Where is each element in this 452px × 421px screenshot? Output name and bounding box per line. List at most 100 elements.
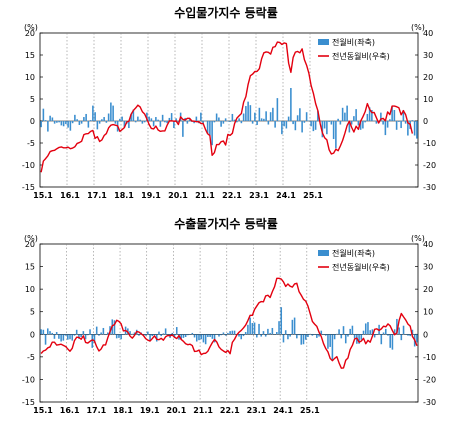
bar-monthly-change [114, 121, 117, 124]
x-tick-label: 23.1 [249, 191, 269, 200]
bar-monthly-change [362, 330, 365, 335]
bar-monthly-change [327, 334, 329, 349]
right-tick-label: 20 [423, 285, 433, 294]
bar-monthly-change [359, 121, 362, 130]
bar-monthly-change [65, 121, 67, 125]
chart-title: 수입물가지수 등락률 [174, 5, 278, 20]
bar-monthly-change [229, 331, 231, 335]
left-tick-label: -15 [22, 398, 35, 407]
bar-monthly-change [251, 121, 254, 124]
legend-bar-swatch [318, 39, 329, 45]
right-tick-label: -30 [423, 183, 436, 192]
left-axis-unit: (%) [24, 234, 38, 243]
bar-monthly-change [142, 334, 145, 335]
bar-monthly-change [69, 121, 72, 131]
bar-monthly-change [364, 121, 366, 123]
bar-monthly-change [291, 319, 294, 335]
bar-monthly-change [369, 330, 371, 335]
bar-monthly-change [144, 334, 147, 336]
bar-monthly-change [167, 334, 169, 335]
bar-monthly-change [158, 331, 160, 335]
bar-monthly-change [101, 119, 103, 121]
bar-monthly-change [247, 324, 249, 335]
bar-monthly-change [284, 330, 287, 335]
bar-monthly-change [60, 121, 63, 126]
bar-monthly-change [351, 325, 354, 335]
bar-monthly-change [308, 120, 310, 122]
x-tick-label: 24.1 [273, 406, 293, 415]
bar-monthly-change [187, 334, 189, 336]
bar-monthly-change [376, 334, 378, 335]
bar-monthly-change [290, 88, 292, 121]
bar-monthly-change [267, 121, 270, 125]
bar-monthly-change [75, 329, 78, 335]
bar-monthly-change [146, 112, 148, 121]
bar-monthly-change [53, 334, 56, 339]
bar-monthly-change [149, 334, 151, 341]
bar-monthly-change [347, 334, 349, 337]
bar-monthly-change [331, 334, 334, 361]
bar-monthly-change [341, 107, 344, 121]
bar-monthly-change [95, 326, 98, 335]
bar-monthly-change [328, 121, 330, 122]
bar-monthly-change [200, 334, 202, 340]
bar-monthly-change [402, 325, 405, 335]
bar-monthly-change [393, 110, 396, 121]
bar-monthly-change [378, 324, 380, 335]
x-tick-label: 24.1 [276, 191, 296, 200]
bar-monthly-change [152, 121, 155, 127]
bar-monthly-change [84, 334, 87, 340]
bar-monthly-change [157, 119, 159, 121]
bar-monthly-change [195, 116, 198, 121]
bar-monthly-change [353, 116, 355, 121]
bar-monthly-change [173, 121, 175, 129]
bar-monthly-change [122, 334, 125, 335]
bar-monthly-change [333, 334, 336, 340]
bar-monthly-change [416, 121, 418, 139]
bar-monthly-change [278, 121, 281, 122]
bar-monthly-change [280, 307, 283, 335]
bar-monthly-change [256, 121, 258, 125]
x-tick-label: 21.1 [193, 406, 213, 415]
bar-monthly-change [387, 334, 389, 336]
left-tick-label: -5 [27, 353, 35, 362]
bar-monthly-change [47, 121, 49, 132]
bar-monthly-change [373, 120, 375, 122]
bar-monthly-change [182, 121, 184, 137]
bar-monthly-change [204, 120, 207, 122]
bar-monthly-change [293, 317, 296, 335]
bar-monthly-change [198, 334, 200, 341]
bar-monthly-change [161, 114, 164, 121]
bar-monthly-change [242, 113, 245, 121]
right-tick-label: 40 [423, 29, 433, 38]
bar-monthly-change [98, 334, 100, 336]
bar-monthly-change [56, 121, 58, 123]
x-tick-label: 19.1 [140, 406, 160, 415]
bar-monthly-change [380, 112, 382, 121]
bar-monthly-change [329, 334, 331, 347]
bar-monthly-change [260, 118, 263, 121]
line-yoy-change [40, 41, 414, 173]
bar-monthly-change [175, 327, 178, 335]
bar-monthly-change [58, 334, 60, 339]
bar-monthly-change [105, 121, 108, 123]
bar-monthly-change [395, 121, 398, 130]
bar-monthly-change [305, 112, 308, 121]
bar-monthly-change [326, 121, 328, 135]
bar-monthly-change [112, 105, 114, 121]
bar-monthly-change [289, 334, 291, 337]
bar-monthly-change [400, 334, 403, 341]
bar-monthly-change [193, 334, 196, 338]
bar-monthly-change [320, 330, 323, 335]
bar-monthly-change [137, 116, 139, 121]
right-tick-label: -10 [423, 139, 436, 148]
bar-monthly-change [171, 332, 174, 335]
bar-monthly-change [340, 334, 343, 339]
left-tick-label: -15 [22, 183, 35, 192]
bar-monthly-change [40, 121, 42, 128]
bar-monthly-change [193, 121, 195, 124]
bar-monthly-change [164, 328, 167, 335]
bar-monthly-change [342, 326, 345, 335]
bar-monthly-change [350, 121, 353, 125]
bar-monthly-change [256, 334, 258, 338]
